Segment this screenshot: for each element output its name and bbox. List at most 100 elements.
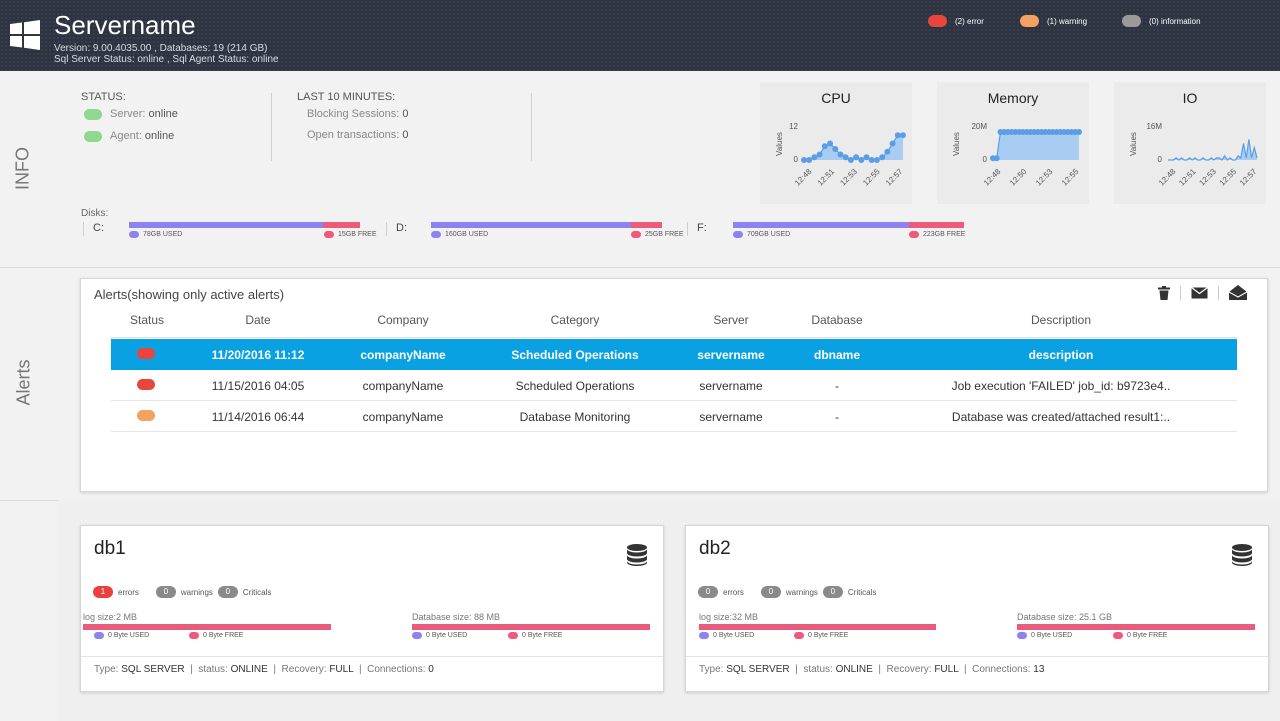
free-dot-icon <box>909 231 919 238</box>
disk-divider <box>83 222 84 236</box>
warning-status-icon <box>137 410 155 421</box>
free-dot-icon <box>324 231 334 238</box>
legend-information[interactable]: (0) information <box>1122 15 1201 27</box>
used-dot-icon <box>94 632 104 639</box>
series-area <box>804 135 903 160</box>
col-server[interactable]: Server <box>713 313 749 327</box>
trash-icon[interactable] <box>1158 285 1170 300</box>
x-tick-label: 12:57 <box>1238 167 1259 188</box>
server-status-key: Server: <box>110 108 146 120</box>
database-icon <box>1232 544 1252 566</box>
agent-status: Agent: online <box>84 130 174 142</box>
data-point <box>853 154 860 161</box>
disk-free-segment <box>323 222 360 228</box>
used-dot-icon <box>699 632 709 639</box>
memory-plot <box>990 129 1082 162</box>
alert-category: Scheduled Operations <box>515 379 635 393</box>
x-tick-label: 12:53 <box>838 167 859 188</box>
alert-server: servername <box>697 348 765 362</box>
criticals-badge[interactable]: 0 <box>217 586 238 598</box>
db-card[interactable]: db2 0 errors 0 warnings 0 Criticals log … <box>685 525 1269 692</box>
warnings-badge[interactable]: 0 <box>760 586 781 598</box>
disk-f-free-legend: 223GB FREE <box>909 231 965 238</box>
disk-used-segment <box>431 222 631 228</box>
memory-ticks: 12:48 12:50 12:53 12:55 <box>982 167 1081 188</box>
col-status[interactable]: Status <box>129 313 165 327</box>
used-dot-icon <box>129 231 139 238</box>
col-company[interactable]: Company <box>377 313 429 327</box>
memory-chart-svg: Values 20M 0 12:48 12:50 12:53 12:55 <box>952 122 1082 188</box>
memory-ybottom: 0 <box>983 155 988 164</box>
connections-value: 0 <box>428 664 434 675</box>
disk-f-free-label: 223GB FREE <box>923 231 966 238</box>
alerts-panel: Alerts(showing only active alerts) Statu… <box>80 278 1268 492</box>
col-database[interactable]: Database <box>811 313 863 327</box>
x-tick-label: 12:55 <box>1060 167 1081 188</box>
log-used-label: 0 Byte USED <box>108 632 150 639</box>
data-point <box>993 155 1000 162</box>
section-divider <box>0 267 1280 268</box>
criticals-label: Criticals <box>242 587 272 597</box>
db-free-legend: 0 Byte FREE <box>1113 632 1167 639</box>
alert-row[interactable]: 11/15/2016 04:05 companyName Scheduled O… <box>111 370 1237 401</box>
alert-row[interactable]: 11/20/2016 11:12 companyName Scheduled O… <box>111 339 1237 370</box>
alert-database: dbname <box>813 348 860 362</box>
db-name: db2 <box>699 538 731 559</box>
data-point <box>806 157 813 163</box>
legend-warning[interactable]: (1) warning <box>1020 15 1087 27</box>
warnings-badge[interactable]: 0 <box>155 586 176 598</box>
server-status: Server: online <box>84 108 178 120</box>
cpu-plot <box>801 132 906 163</box>
error-status-icon <box>137 348 155 359</box>
disk-d-used-label: 160GB USED <box>445 231 489 238</box>
db-card[interactable]: db1 1 errors 0 warnings 0 Criticals log … <box>80 525 664 692</box>
db-badges: 1 errors 0 warnings 0 Criticals <box>93 586 271 598</box>
db-used-label: 0 Byte USED <box>1031 632 1073 639</box>
windows-logo-icon <box>10 20 40 50</box>
recovery-value: FULL <box>934 664 959 675</box>
error-status-icon <box>137 379 155 390</box>
alert-row[interactable]: 11/14/2016 06:44 companyName Database Mo… <box>111 401 1237 432</box>
criticals-badge[interactable]: 0 <box>822 586 843 598</box>
warnings-label: warnings <box>180 587 213 597</box>
log-size-bar <box>83 624 331 630</box>
col-date[interactable]: Date <box>245 313 271 327</box>
db-size-label: Database size: 25.1 GB <box>1017 612 1113 622</box>
disk-used-segment <box>129 222 323 228</box>
x-tick-label: 12:51 <box>1177 167 1198 188</box>
log-size-bar <box>699 624 936 630</box>
agent-status-value: online <box>144 130 175 142</box>
col-category[interactable]: Category <box>550 313 600 327</box>
status-value: ONLINE <box>835 664 873 675</box>
alert-server: servername <box>699 379 763 393</box>
connections-key: Connections: <box>972 664 1031 675</box>
x-tick-label: 12:53 <box>1197 167 1218 188</box>
free-dot-icon <box>631 231 641 238</box>
mail-icon[interactable] <box>1191 286 1208 299</box>
recovery-key: Recovery: <box>281 664 327 675</box>
open-mail-icon[interactable] <box>1229 285 1247 300</box>
memory-ytop: 20M <box>971 122 987 131</box>
col-description[interactable]: Description <box>1030 313 1092 327</box>
db-size-label: Database size: 88 MB <box>412 612 501 622</box>
free-dot-icon <box>794 632 804 639</box>
server-title: Servername <box>54 10 196 40</box>
alert-company: companyName <box>362 410 444 424</box>
open-transactions-key: Open transactions: <box>307 129 400 141</box>
disk-used-segment <box>733 222 909 228</box>
errors-badge[interactable]: 1 <box>93 586 113 598</box>
legend-error[interactable]: (2) error <box>928 15 984 27</box>
data-point <box>863 154 870 161</box>
type-key: Type: <box>94 664 119 675</box>
open-transactions-value: 0 <box>402 129 409 141</box>
cpu-chart-svg: Values 12 0 12:48 12:51 12:53 12:55 12:57 <box>775 122 906 188</box>
disk-d-bar <box>431 222 662 228</box>
type-key: Type: <box>699 664 724 675</box>
io-ybottom: 0 <box>1158 155 1163 164</box>
disk-c-letter: C: <box>93 222 104 234</box>
errors-badge[interactable]: 0 <box>698 586 718 598</box>
alert-server: servername <box>699 410 763 424</box>
status-value: ONLINE <box>230 664 268 675</box>
server-status-value: online <box>148 108 178 120</box>
x-tick-label: 12:53 <box>1034 167 1055 188</box>
